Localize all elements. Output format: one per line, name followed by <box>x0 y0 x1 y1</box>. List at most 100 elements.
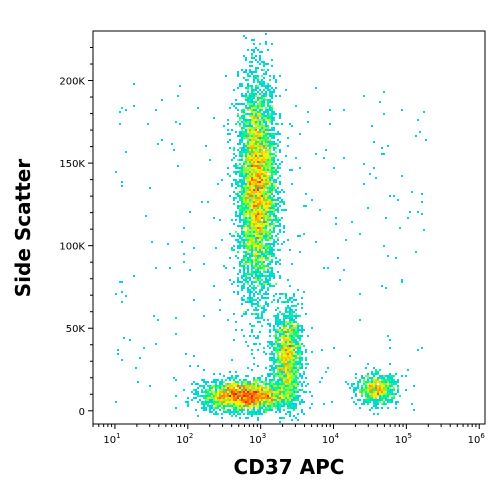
data-point <box>259 179 261 181</box>
data-point <box>251 165 253 167</box>
data-point <box>225 75 227 77</box>
data-point <box>269 171 271 173</box>
data-point <box>269 209 271 211</box>
data-point <box>251 305 253 307</box>
data-point <box>215 395 217 397</box>
data-point <box>279 183 281 185</box>
data-point <box>249 381 251 383</box>
data-point <box>259 129 261 131</box>
data-point <box>271 93 273 95</box>
data-point <box>243 131 245 133</box>
data-point <box>287 347 289 349</box>
data-point <box>205 409 207 411</box>
data-point <box>287 323 289 325</box>
data-point <box>243 381 245 383</box>
data-point <box>281 367 283 369</box>
data-point <box>257 257 259 259</box>
data-point <box>263 411 265 413</box>
data-point <box>253 97 255 99</box>
data-point <box>255 183 257 185</box>
data-point <box>235 155 237 157</box>
data-point <box>285 325 287 327</box>
data-point <box>391 393 393 395</box>
data-point <box>381 377 383 379</box>
data-point <box>287 379 289 381</box>
data-point <box>257 217 259 219</box>
data-point <box>239 409 241 411</box>
data-point <box>243 55 245 57</box>
data-point <box>243 77 245 79</box>
data-point <box>179 123 181 125</box>
data-point <box>261 173 263 175</box>
data-point <box>367 375 369 377</box>
data-point <box>285 323 287 325</box>
data-point <box>149 187 151 189</box>
data-point <box>271 261 273 263</box>
data-point <box>233 411 235 413</box>
data-point <box>247 173 249 175</box>
data-point <box>245 171 247 173</box>
data-point <box>241 133 243 135</box>
data-point <box>287 307 289 309</box>
data-point <box>255 153 257 155</box>
data-point <box>243 241 245 243</box>
data-point <box>243 111 245 113</box>
data-point <box>299 349 301 351</box>
data-point <box>289 297 291 299</box>
data-point <box>257 79 259 81</box>
data-point <box>245 195 247 197</box>
data-point <box>279 231 281 233</box>
data-point <box>255 111 257 113</box>
data-point <box>237 201 239 203</box>
data-point <box>271 185 273 187</box>
data-point <box>261 153 263 155</box>
data-point <box>233 377 235 379</box>
data-point <box>277 171 279 173</box>
data-point <box>273 375 275 377</box>
data-point <box>251 113 253 115</box>
data-point <box>371 387 373 389</box>
data-point <box>275 257 277 259</box>
data-point <box>241 289 243 291</box>
data-point <box>251 369 253 371</box>
data-point <box>251 173 253 175</box>
data-point <box>285 359 287 361</box>
data-point <box>287 399 289 401</box>
data-point <box>265 235 267 237</box>
data-point <box>247 85 249 87</box>
data-point <box>285 387 287 389</box>
data-point <box>241 209 243 211</box>
data-point <box>241 303 243 305</box>
data-point <box>245 131 247 133</box>
data-point <box>277 379 279 381</box>
data-point <box>243 117 245 119</box>
data-point <box>275 349 277 351</box>
data-point <box>383 393 385 395</box>
data-point <box>291 371 293 373</box>
data-point <box>201 401 203 403</box>
data-point <box>271 123 273 125</box>
data-point <box>279 115 281 117</box>
data-point <box>305 357 307 359</box>
data-point <box>267 249 269 251</box>
data-point <box>251 99 253 101</box>
data-point <box>271 87 273 89</box>
data-point <box>381 375 383 377</box>
data-point <box>239 199 241 201</box>
data-point <box>251 399 253 401</box>
data-point <box>269 163 271 165</box>
data-point <box>253 49 255 51</box>
data-point <box>257 405 259 407</box>
data-point <box>295 399 297 401</box>
data-point <box>291 327 293 329</box>
data-point <box>211 391 213 393</box>
data-point <box>231 185 233 187</box>
data-point <box>285 413 287 415</box>
data-point <box>295 105 297 107</box>
data-point <box>271 171 273 173</box>
data-point <box>263 101 265 103</box>
data-point <box>399 395 401 397</box>
data-point <box>253 131 255 133</box>
data-point <box>263 117 265 119</box>
data-point <box>251 299 253 301</box>
